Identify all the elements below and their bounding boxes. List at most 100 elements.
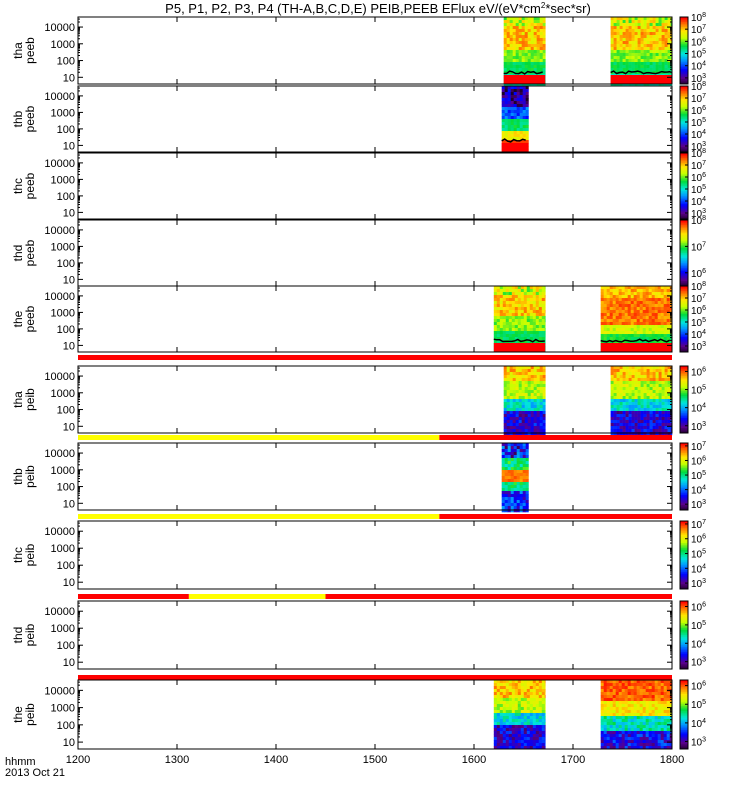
spectrogram-cell [516, 479, 520, 483]
spectrogram-cell [637, 375, 641, 379]
spectrogram-cell [506, 44, 510, 48]
spectrogram-cell [639, 331, 643, 335]
spectrogram-cell [640, 423, 644, 427]
spectrogram-cell [521, 429, 525, 433]
spectrogram-cell [642, 695, 646, 699]
spectrogram-cell [527, 420, 531, 424]
spectrogram-cell [637, 65, 641, 69]
y-tick-label: 10000 [44, 291, 75, 303]
spectrogram-cell [660, 340, 664, 344]
colorbar-swatch [680, 458, 688, 461]
spectrogram-cell [527, 393, 531, 397]
spectrogram-cell [530, 378, 534, 382]
spectrogram-cell [636, 322, 640, 326]
spectrogram-cell [538, 686, 543, 690]
spectrogram-cell [522, 494, 526, 498]
spectrogram-cell [609, 319, 613, 323]
spectrogram-cell [527, 29, 531, 33]
spectrogram-cell [669, 304, 673, 308]
spectrogram-cell [661, 399, 665, 403]
spectrogram-cell [613, 405, 617, 409]
spectrogram-cell [517, 704, 522, 708]
spectrogram-cell [631, 432, 635, 436]
spectrogram-cell [514, 725, 519, 729]
spectrogram-cell [640, 393, 644, 397]
spectrogram-cell [509, 414, 513, 418]
spectrogram-cell [507, 485, 511, 489]
spectrogram-cell [670, 414, 673, 418]
spectrogram-cell [538, 743, 543, 747]
spectrogram-cell [648, 319, 652, 323]
spectrogram-cell [658, 432, 662, 436]
spectrogram-cell [504, 494, 508, 498]
spectrogram-cell [539, 59, 543, 63]
spectrogram-cell [503, 378, 507, 382]
colorbar-swatch [680, 246, 688, 249]
spectrogram-cell [639, 307, 643, 311]
colorbar-swatch [680, 379, 688, 382]
colorbar-swatch [680, 461, 688, 464]
spectrogram-cell [618, 734, 622, 738]
spectrogram-cell [664, 366, 668, 370]
spectrogram-cell [666, 307, 670, 311]
spectrogram-cell [664, 59, 668, 63]
spectrogram-cell [622, 405, 626, 409]
spectrogram-cell [512, 384, 516, 388]
spectrogram-cell [520, 734, 525, 738]
spectrogram-cell [542, 59, 546, 63]
spectrogram-cell [642, 289, 646, 293]
spectrogram-cell [643, 432, 647, 436]
spectrogram-cell [619, 62, 623, 66]
spectrogram-cell [651, 695, 655, 699]
spectrogram-cell [544, 307, 546, 311]
colorbar-swatch [680, 105, 688, 108]
spectrogram-cell [600, 728, 604, 732]
colorbar-swatch [680, 526, 688, 529]
spectrogram-cell [524, 35, 528, 39]
spectrogram-cell [513, 137, 517, 141]
spectrogram-cell [501, 491, 505, 495]
spectrogram-cell [633, 728, 637, 732]
spectrogram-cell [493, 737, 498, 741]
spectrogram-cell [533, 420, 537, 424]
spectrogram-cell [642, 304, 646, 308]
spectrogram-cell [609, 737, 613, 741]
spectrogram-cell [631, 390, 635, 394]
spectrogram-cell [524, 62, 528, 66]
spectrogram-cell [538, 746, 543, 750]
spectrogram-cell [533, 414, 537, 418]
spectrogram-cell [503, 20, 507, 24]
spectrogram-cell [514, 737, 519, 741]
spectrogram-cell [506, 420, 510, 424]
spectrogram-cell [625, 417, 629, 421]
spectrogram-cell [519, 119, 523, 123]
spectrogram-cell [504, 128, 508, 132]
spectrogram-cell [666, 304, 670, 308]
spectrogram-cell [667, 53, 671, 57]
spectrogram-cell [508, 307, 513, 311]
spectrogram-cell [664, 26, 668, 30]
spectrogram-cell [532, 316, 537, 320]
spectrogram-cell [517, 692, 522, 696]
spectrogram-cell [520, 295, 525, 299]
spectrogram-cell [624, 680, 628, 684]
colorbar-label: 104 [691, 61, 706, 73]
spectrogram-cell [538, 307, 543, 311]
spectrogram-cell [514, 295, 519, 299]
spectrogram-cell [539, 390, 543, 394]
spectrogram-cell [511, 683, 516, 687]
spectrogram-cell [670, 423, 673, 427]
colorbar-swatch [680, 611, 688, 614]
spectrogram-cell [524, 387, 528, 391]
spectrogram-cell [519, 443, 523, 447]
spectrogram-cell [499, 701, 504, 705]
y-tick-label: 10000 [44, 91, 75, 103]
spectrogram-cell [603, 737, 607, 741]
spectrogram-cell [666, 319, 670, 323]
spectrogram-cell [648, 746, 652, 750]
quality-flag-bar [78, 355, 672, 360]
spectrogram-cell [535, 728, 540, 732]
colorbar-swatch [680, 67, 688, 70]
spectrogram-cell [516, 119, 520, 123]
spectrogram-cell [516, 506, 520, 510]
